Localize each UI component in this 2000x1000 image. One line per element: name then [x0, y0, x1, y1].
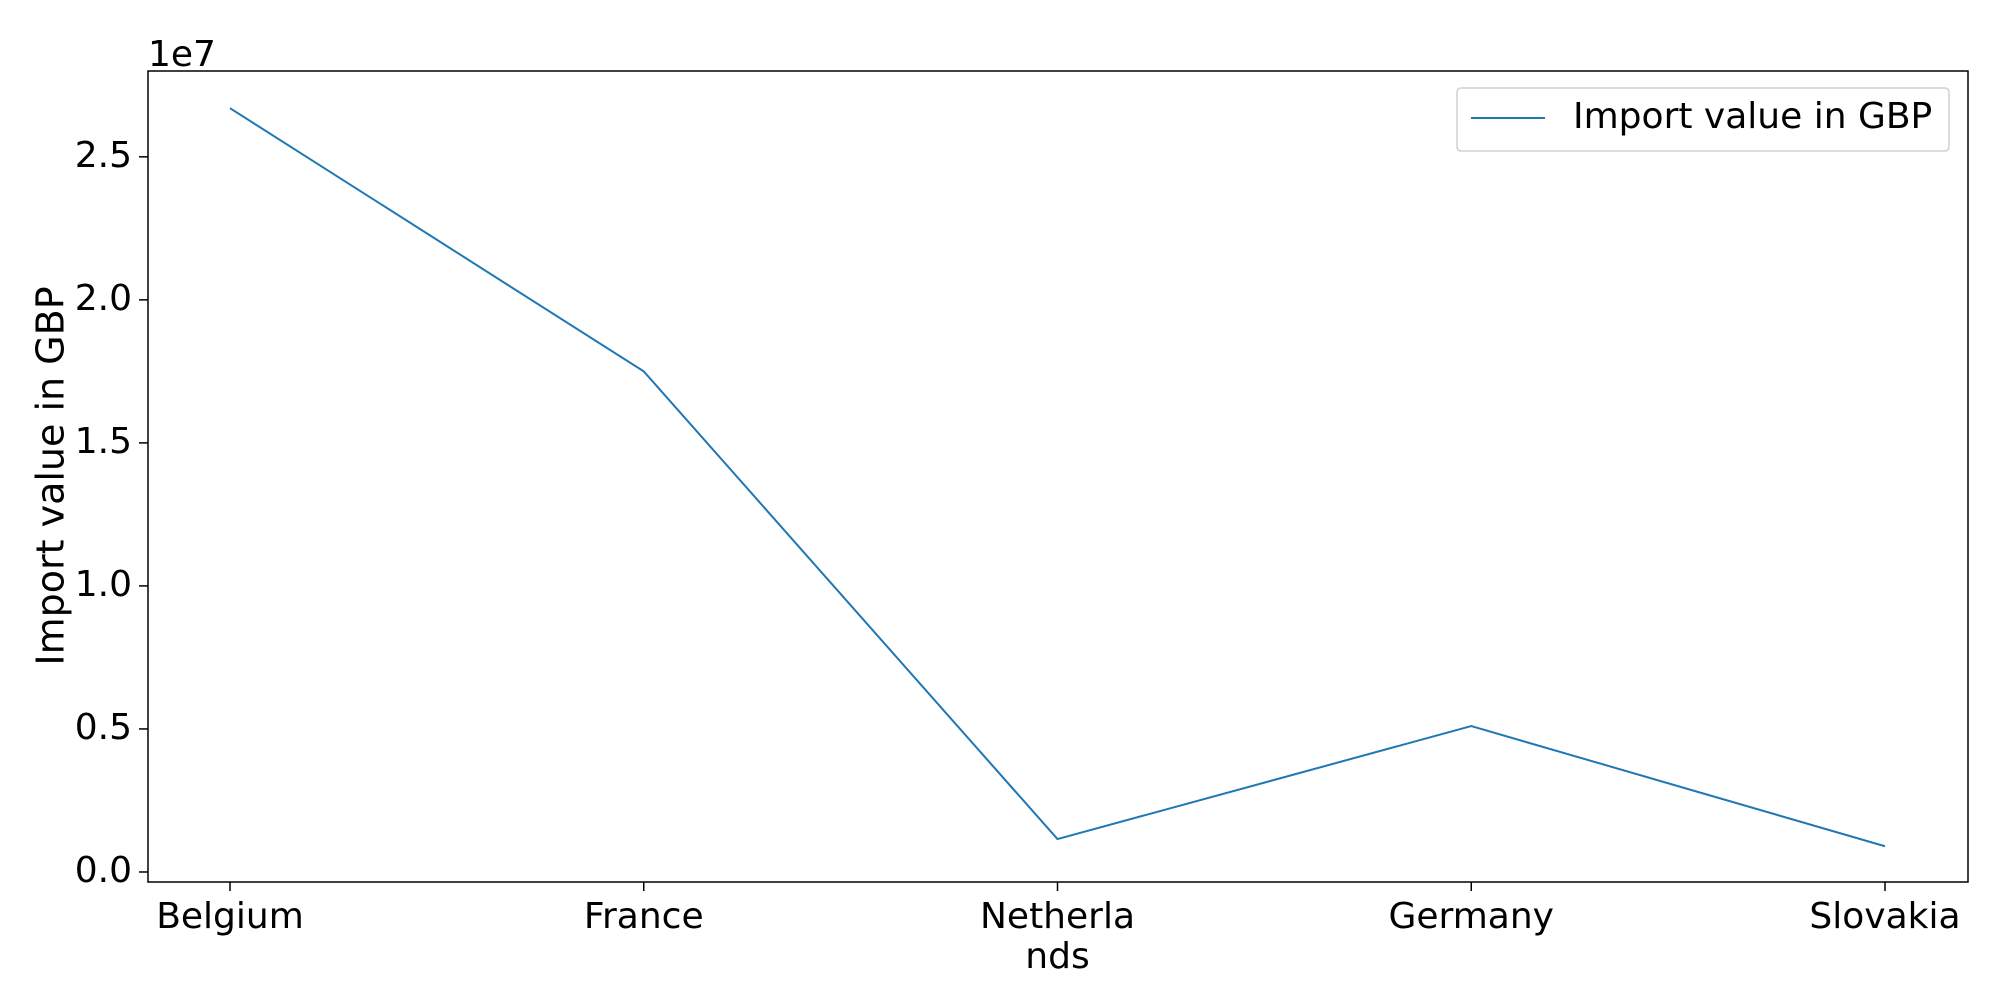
- x-axis: Belgium France Netherla nds Germany Slovakia: [156, 882, 1961, 977]
- plot-area: [147, 70, 1969, 883]
- x-tick-label: Belgium: [156, 896, 304, 937]
- legend: Import value in GBP: [1456, 87, 1950, 152]
- x-tick-label: Slovakia: [1809, 896, 1960, 937]
- series-layer: [229, 107, 1886, 848]
- series-line: [229, 107, 1886, 848]
- y-tick-label: 2.5: [75, 135, 132, 176]
- legend-box: [1456, 87, 1950, 152]
- x-tick-label: Netherla nds: [980, 896, 1135, 977]
- y-axis: 0.0 0.5 1.0 1.5 2.0 2.5: [75, 135, 148, 891]
- x-tick-label: France: [584, 896, 704, 937]
- y-axis-label: Import value in GBP: [29, 286, 73, 665]
- y-tick-label: 0.0: [75, 850, 132, 891]
- y-axis-offset-label: 1e7: [148, 34, 216, 75]
- y-tick-label: 1.0: [75, 564, 132, 605]
- x-tick-label: Germany: [1389, 896, 1554, 937]
- y-tick-label: 2.0: [75, 278, 132, 319]
- legend-entry: Import value in GBP: [1573, 96, 1932, 137]
- y-tick-label: 0.5: [75, 707, 132, 748]
- y-tick-label: 1.5: [75, 421, 132, 462]
